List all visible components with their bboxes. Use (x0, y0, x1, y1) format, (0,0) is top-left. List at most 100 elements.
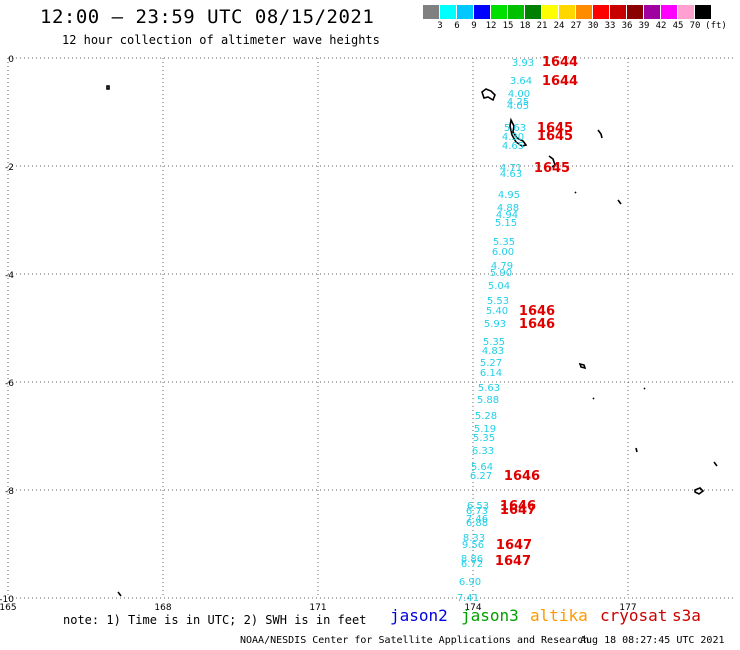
pass-time-label: 1646 (519, 317, 555, 332)
wave-height-label: 5.63 (504, 123, 526, 134)
wave-height-label: 7.41 (457, 593, 479, 604)
color-scale-label: 15 (502, 21, 514, 31)
lon-label: 177 (619, 603, 636, 613)
pass-time-label: 1644 (542, 55, 578, 70)
island-coastline (713, 461, 718, 467)
lon-label: 174 (464, 603, 481, 613)
lon-label: 165 (0, 603, 17, 613)
wave-height-label: 5.90 (490, 268, 512, 279)
lon-label: 171 (309, 603, 326, 613)
color-swatch (474, 5, 491, 19)
wave-height-label: 4.65 (502, 141, 524, 152)
wave-height-label: 4.79 (491, 261, 513, 272)
color-scale-label: 21 (536, 21, 548, 31)
lat-label: -6 (5, 379, 14, 389)
wave-height-label: 4.30 (502, 132, 524, 143)
island-coastline (481, 88, 496, 102)
color-swatch (440, 5, 457, 19)
island-coastline (509, 117, 528, 147)
color-scale-label: 39 (638, 21, 650, 31)
satellite-label-jason3: jason3 (461, 606, 519, 625)
wave-height-label: 5.15 (495, 218, 517, 229)
color-swatch (559, 5, 576, 19)
wave-height-label: 5.40 (486, 306, 508, 317)
color-swatch (644, 5, 661, 19)
island-coastline (548, 155, 556, 168)
lat-label: -4 (5, 271, 14, 281)
wave-height-label: 4.05 (507, 101, 529, 112)
island-coastline (106, 85, 110, 90)
color-scale-label: 12 (485, 21, 497, 31)
pass-time-label: 1647 (495, 554, 531, 569)
color-scale-label: 30 (587, 21, 599, 31)
wave-height-label: 5.64 (471, 462, 493, 473)
color-swatch (491, 5, 508, 19)
color-scale-label: 45 (672, 21, 684, 31)
wave-height-label: 4.63 (500, 169, 522, 180)
wave-height-label: 6.88 (466, 518, 488, 529)
island-coastline (117, 591, 122, 597)
wave-height-label: 8.86 (461, 554, 483, 565)
wave-height-label: 3.93 (512, 58, 534, 69)
color-scale-label: 6 (454, 21, 460, 31)
wave-height-label: 6.53 (467, 501, 489, 512)
wave-height-label: 5.35 (493, 237, 515, 248)
color-swatch (508, 5, 525, 19)
wave-height-label: 6.33 (472, 446, 494, 457)
wave-height-label: 5.19 (474, 424, 496, 435)
lat-label: 0 (8, 55, 14, 65)
wave-height-label: 4.71 (500, 163, 522, 174)
wave-height-label: 5.88 (477, 395, 499, 406)
wave-height-label: 5.27 (480, 358, 502, 369)
pass-time-label: 1647 (500, 503, 536, 518)
satellite-label-cryosat: cryosat (600, 606, 668, 625)
color-scale-label: 70 (689, 21, 701, 31)
wave-height-label: 5.35 (473, 433, 495, 444)
wave-height-label: 4.83 (482, 346, 504, 357)
pass-time-label: 1645 (534, 161, 570, 176)
pass-time-label: 1644 (542, 74, 578, 89)
color-swatch (423, 5, 440, 19)
lon-label: 168 (154, 603, 171, 613)
wave-height-label: 4.95 (498, 190, 520, 201)
color-scale-label: 18 (519, 21, 531, 31)
map-title: 12:00 – 23:59 UTC 08/15/2021 (40, 6, 375, 28)
color-scale-unit: (ft) (705, 21, 727, 31)
island-coastline (574, 191, 577, 194)
wave-height-label: 6.00 (492, 247, 514, 258)
wave-height-label: 5.53 (487, 296, 509, 307)
map-subtitle: 12 hour collection of altimeter wave hei… (62, 33, 380, 47)
color-scale-legend (423, 5, 712, 19)
color-swatch (525, 5, 542, 19)
pass-time-label: 1645 (537, 129, 573, 144)
color-scale-label: 42 (655, 21, 667, 31)
satellite-label-s3a: s3a (672, 606, 701, 625)
wave-height-label: 4.25 (507, 97, 529, 108)
wave-height-label: 6.72 (461, 559, 483, 570)
wave-height-label: 5.04 (488, 281, 510, 292)
wave-height-label: 6.73 (466, 506, 488, 517)
footer-note: note: 1) Time is in UTC; 2) SWH is in fe… (63, 613, 367, 627)
color-swatch (627, 5, 644, 19)
lat-label: -2 (5, 163, 14, 173)
pass-time-label: 1646 (500, 499, 536, 514)
island-coastline (592, 397, 595, 400)
island-coastline (694, 487, 705, 495)
footer-credit: NOAA/NESDIS Center for Satellite Applica… (240, 635, 590, 646)
color-swatch (678, 5, 695, 19)
wave-height-label: 6.90 (459, 577, 481, 588)
wave-height-label: 7.46 (466, 514, 488, 525)
satellite-label-jason2: jason2 (390, 606, 448, 625)
pass-time-label: 1646 (504, 469, 540, 484)
wave-height-label: 5.35 (483, 337, 505, 348)
pass-time-label: 1646 (519, 304, 555, 319)
color-swatch (457, 5, 474, 19)
wave-height-label: 5.28 (475, 411, 497, 422)
color-swatch (661, 5, 678, 19)
color-scale-label: 27 (570, 21, 582, 31)
wave-height-label: 4.88 (497, 203, 519, 214)
island-coastline (597, 129, 603, 139)
wave-height-label: 6.27 (470, 471, 492, 482)
wave-height-label: 6.14 (480, 368, 502, 379)
color-scale-label: 36 (621, 21, 633, 31)
